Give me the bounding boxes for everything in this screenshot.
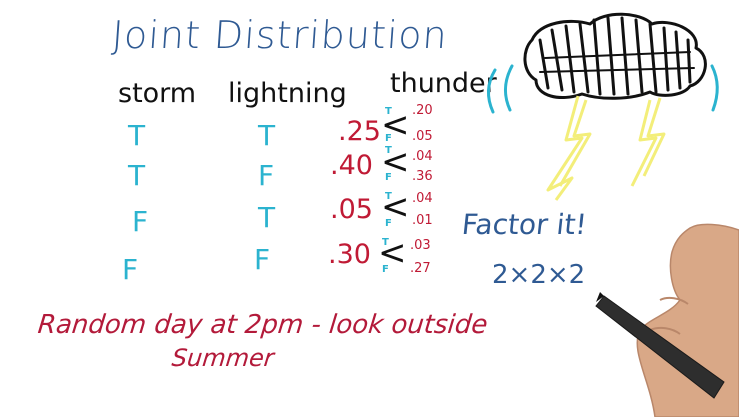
row4-branch: < (378, 233, 407, 273)
row3-t-label: T (385, 191, 392, 202)
storm-cloud-icon (523, 12, 707, 100)
row2-thunder-t: .04 (412, 149, 433, 164)
row2-prob: .40 (330, 150, 373, 181)
row1-branch: < (381, 105, 410, 145)
header-thunder: thunder (390, 68, 497, 99)
row1-storm: T (128, 119, 146, 152)
row2-thunder-f: .36 (412, 169, 433, 184)
factor-calc: 2×2×2 (492, 260, 586, 290)
row4-t-label: T (382, 237, 389, 248)
row1-t-label: T (385, 106, 392, 117)
row3-branch: < (381, 187, 410, 227)
header-storm: storm (118, 78, 197, 109)
hand-holding-pen-icon (595, 223, 739, 417)
row4-thunder-f: .27 (410, 261, 431, 276)
header-lightning: lightning (228, 78, 347, 109)
row1-prob: .25 (338, 116, 381, 147)
row2-storm: T (128, 159, 146, 192)
row1-thunder-t: .20 (412, 103, 433, 118)
row4-storm: F (122, 253, 139, 286)
row4-f-label: F (382, 264, 389, 275)
row2-lightning: F (258, 159, 275, 192)
row2-t-label: T (385, 145, 392, 156)
row3-prob: .05 (330, 194, 373, 225)
sound-wave-right-icon (710, 64, 719, 112)
row1-thunder-f: .05 (412, 129, 433, 144)
row4-prob: .30 (328, 239, 371, 270)
row1-lightning: T (258, 119, 276, 152)
row2-branch: < (381, 142, 410, 182)
row3-thunder-f: .01 (412, 213, 433, 228)
row4-lightning: F (254, 243, 271, 276)
row3-lightning: T (258, 201, 276, 234)
row1-f-label: F (385, 133, 392, 144)
row3-f-label: F (385, 218, 392, 229)
row3-thunder-t: .04 (412, 191, 433, 206)
lightning-bolt-icon (546, 95, 666, 201)
row3-storm: F (132, 205, 149, 238)
row4-thunder-t: .03 (410, 238, 431, 253)
sound-wave-left-icon (487, 64, 514, 114)
row2-f-label: F (385, 172, 392, 183)
